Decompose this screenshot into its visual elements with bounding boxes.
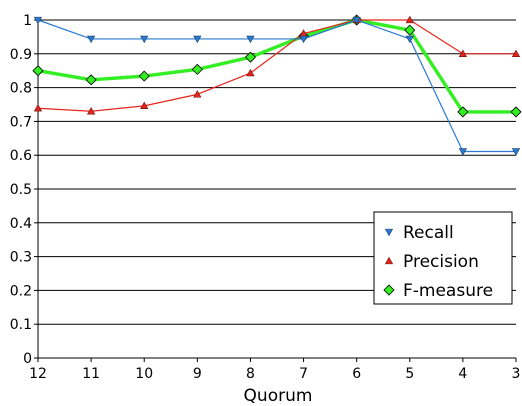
series-lines <box>32 14 522 156</box>
legend-box <box>373 211 513 305</box>
precision-point <box>511 49 521 57</box>
recall-point <box>87 35 96 44</box>
f-measure-point <box>457 106 469 118</box>
series-f-measure <box>32 14 522 118</box>
legend-label-recall: Recall <box>403 223 454 243</box>
recall-point <box>140 35 149 44</box>
legend-label-f-measure: F-measure <box>403 281 493 301</box>
recall-point <box>33 16 43 25</box>
y-tick-label: 0.8 <box>10 81 32 97</box>
legend: Recall Precision F-measure <box>373 211 513 305</box>
f-measure-point <box>85 74 97 86</box>
f-measure-point <box>191 63 203 75</box>
x-tick-label: 3 <box>512 366 521 382</box>
recall-point <box>299 35 308 44</box>
x-tick-label: 10 <box>135 366 153 382</box>
legend-marker-recall <box>384 228 394 237</box>
recall-point <box>511 148 521 156</box>
x-tick-label: 7 <box>299 366 308 382</box>
legend-marker-precision <box>384 256 394 265</box>
precision-point <box>33 104 43 112</box>
x-tick-label: 5 <box>405 366 414 382</box>
legend-label-precision: Precision <box>403 252 479 272</box>
y-tick-label: 0.3 <box>10 250 32 266</box>
recall-point <box>352 16 361 25</box>
recall-point <box>246 35 255 44</box>
x-tick-label: 8 <box>246 366 255 382</box>
f-measure-point <box>404 24 416 36</box>
precision-line <box>37 19 516 112</box>
y-tick-label: 0.1 <box>10 317 32 333</box>
legend-marker-f-measure <box>383 284 395 296</box>
x-axis-title: Quorum <box>244 386 313 406</box>
recall-line <box>37 19 516 153</box>
y-tick-label: 0.6 <box>10 148 32 164</box>
f-measure-point <box>32 65 44 77</box>
y-tick-label: 0.9 <box>10 47 32 63</box>
y-tick-label: 0.5 <box>10 182 32 198</box>
precision-point <box>246 68 255 77</box>
x-tick-label: 12 <box>29 366 47 382</box>
axes: 0 0.1 0.2 0.3 0.4 0.5 0.6 0.7 0.8 0.9 1 12 11 10 9 8 7 6 5… <box>10 13 521 382</box>
f-measure-line <box>37 18 516 114</box>
y-tick-label: 0 <box>23 351 32 367</box>
x-tick-label: 4 <box>458 366 467 382</box>
series-recall <box>33 16 521 156</box>
series-precision <box>33 15 521 115</box>
precision-point <box>140 101 149 110</box>
y-tick-label: 0.4 <box>10 216 32 232</box>
f-measure-point <box>510 106 522 118</box>
precision-point <box>87 107 96 115</box>
recall-point <box>405 35 414 44</box>
y-tick-label: 0.2 <box>10 283 32 299</box>
x-tick-label: 6 <box>352 366 361 382</box>
recall-point <box>193 35 202 44</box>
x-tick-label: 11 <box>82 366 100 382</box>
recall-point <box>458 148 467 156</box>
f-measure-point <box>244 51 257 63</box>
precision-point <box>458 49 467 57</box>
f-measure-point <box>138 70 150 82</box>
y-tick-label: 0.7 <box>10 114 32 130</box>
grid-lines <box>38 19 516 359</box>
x-tick-label: 9 <box>193 366 202 382</box>
precision-point <box>193 90 202 98</box>
precision-point <box>405 15 414 24</box>
y-tick-label: 1 <box>23 13 32 29</box>
